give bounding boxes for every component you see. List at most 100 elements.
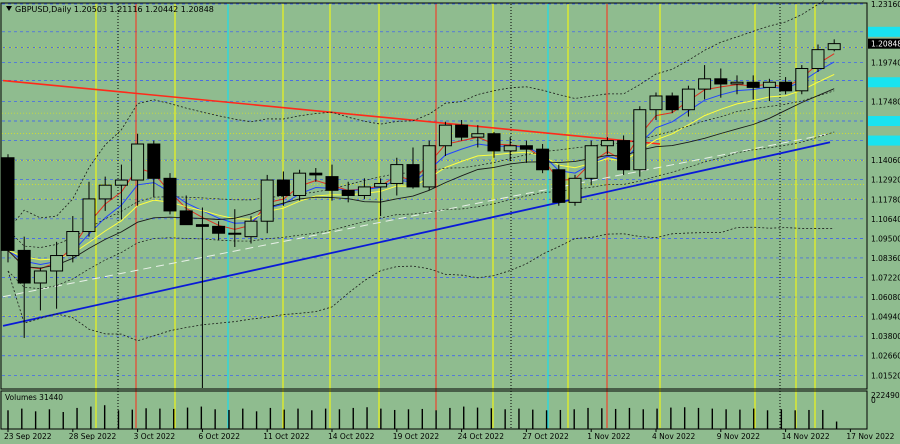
date-tick-label: 1 Nov 2022 <box>587 432 630 440</box>
date-tick-label: 23 Sep 2022 <box>4 432 52 440</box>
bull-candle <box>390 164 404 184</box>
symbol-triangle-icon <box>6 6 12 11</box>
bull-candle <box>82 198 96 233</box>
bear-candle <box>179 210 193 226</box>
bull-candle <box>762 81 776 88</box>
symbol-info-label: GBPUSD,Daily 1.20503 1.21116 1.20442 1.2… <box>15 5 214 14</box>
bull-candle <box>33 270 47 284</box>
price-tick-label: 1.11780 <box>871 195 900 204</box>
date-tick-label: 19 Oct 2022 <box>393 432 440 440</box>
bull-candle <box>811 49 825 70</box>
bull-candle <box>422 145 436 188</box>
bear-candle <box>212 225 226 234</box>
bull-candle <box>471 133 485 138</box>
date-tick-label: 17 Nov 2022 <box>846 432 894 440</box>
axis-layer: 1.231601.215401.197401.186201.174801.163… <box>4 0 900 441</box>
ema-slow-line <box>7 73 835 261</box>
bull-candle <box>600 140 614 147</box>
volume-panel <box>7 405 838 429</box>
upper-band-line <box>7 0 826 231</box>
bear-candle <box>147 143 161 179</box>
current-price-label: 1.20848 <box>871 40 900 49</box>
bull-candle <box>698 78 712 90</box>
bull-candle <box>131 143 145 181</box>
bull-candle <box>827 43 841 51</box>
bear-candle <box>746 81 760 88</box>
bear-candle <box>665 95 679 111</box>
level-highlight-box <box>868 116 900 127</box>
bear-candle <box>1 157 15 251</box>
current-price-box <box>868 38 900 49</box>
bull-candle <box>374 182 388 188</box>
date-tick-label: 4 Nov 2022 <box>652 432 695 440</box>
bear-candle <box>309 172 323 176</box>
bull-candle <box>357 186 371 196</box>
bull-candle <box>66 231 80 257</box>
bull-candle <box>50 255 64 272</box>
ema-medium-line <box>7 61 835 266</box>
bull-candle <box>649 95 663 111</box>
candles-layer <box>1 39 841 388</box>
bear-candle <box>17 249 31 284</box>
bear-candle <box>519 145 533 150</box>
price-tick-label: 1.01520 <box>871 371 900 380</box>
bull-candle <box>98 184 112 200</box>
price-tick-label: 1.04940 <box>871 313 900 322</box>
date-tick-label: 6 Oct 2022 <box>198 432 240 440</box>
price-tick-label: 1.09500 <box>871 234 900 243</box>
bull-candle <box>114 179 128 186</box>
bull-candle <box>730 81 744 85</box>
bear-candle <box>487 133 501 152</box>
price-tick-label: 1.19740 <box>871 59 900 68</box>
bear-candle <box>325 176 339 191</box>
volume-label: Volumes 31440 <box>5 393 63 402</box>
bull-candle <box>438 124 452 147</box>
bear-candle <box>276 179 290 196</box>
volume-frame <box>0 390 868 430</box>
date-tick-label: 14 Oct 2022 <box>328 432 375 440</box>
bear-candle <box>617 140 631 171</box>
indicators-layer <box>2 0 835 342</box>
date-tick-label: 14 Nov 2022 <box>782 432 830 440</box>
date-tick-label: 3 Oct 2022 <box>134 432 176 440</box>
bull-candle <box>633 109 647 171</box>
volume-axis-zero: 0 <box>871 396 876 405</box>
bull-candle <box>503 145 517 152</box>
bull-candle <box>228 232 242 235</box>
bull-candle <box>293 172 307 196</box>
date-tick-label: 11 Oct 2022 <box>263 432 310 440</box>
bear-candle <box>455 124 469 138</box>
bull-candle <box>244 220 258 238</box>
bear-candle <box>406 164 420 188</box>
level-highlight-box <box>868 26 900 37</box>
level-highlight-box <box>868 135 900 146</box>
price-tick-label: 1.14060 <box>871 156 900 165</box>
price-tick-label: 1.10640 <box>871 215 900 224</box>
date-tick-label: 28 Sep 2022 <box>69 432 117 440</box>
price-tick-label: 1.06080 <box>871 293 900 302</box>
bear-candle <box>536 148 550 171</box>
bear-candle <box>552 169 566 203</box>
volume-axis-max: 222490 <box>871 391 900 400</box>
ema-fast-line <box>7 53 835 270</box>
price-tick-label: 1.07220 <box>871 274 900 283</box>
price-tick-label: 1.17480 <box>871 97 900 106</box>
price-tick-label: 1.03800 <box>871 332 900 341</box>
price-tick-label: 1.08360 <box>871 254 900 263</box>
price-tick-label: 1.12920 <box>871 176 900 185</box>
lower-band-line <box>7 226 835 342</box>
bear-candle <box>195 224 209 227</box>
median-dashed-line <box>2 133 831 298</box>
main-frame <box>0 2 868 390</box>
date-tick-label: 9 Nov 2022 <box>717 432 760 440</box>
bull-candle <box>584 145 598 179</box>
bear-candle <box>341 189 355 196</box>
bull-candle <box>795 68 809 92</box>
price-tick-label: 1.02660 <box>871 352 900 361</box>
sma-line <box>7 88 835 269</box>
bear-candle <box>163 177 177 212</box>
bear-candle <box>779 81 793 92</box>
